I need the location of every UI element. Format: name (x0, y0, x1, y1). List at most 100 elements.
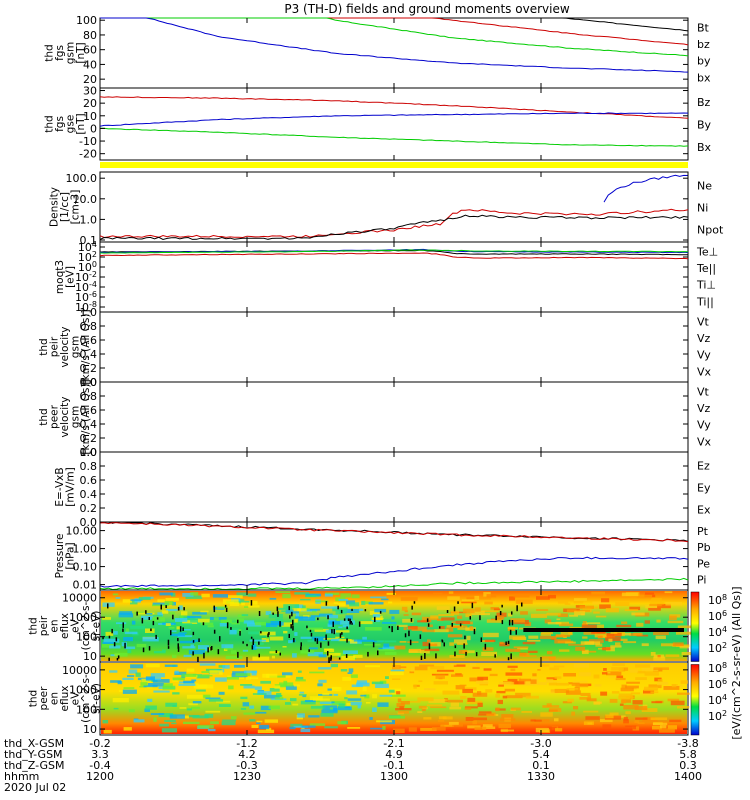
heatmap-cell (102, 602, 115, 607)
heatmap-cell (538, 664, 550, 667)
heatmap-cell (507, 679, 518, 682)
heatmap-dropout (411, 605, 413, 610)
heatmap-cell (381, 598, 389, 601)
heatmap-cell (619, 703, 624, 706)
heatmap-cell (625, 685, 639, 689)
heatmap-dropout (211, 646, 213, 650)
heatmap-cell (331, 687, 342, 691)
heatmap-cell (229, 630, 237, 635)
heatmap-cell (420, 649, 430, 654)
series-line-bx (100, 17, 689, 73)
heatmap-cell (190, 619, 202, 623)
heatmap-dropout (404, 633, 407, 638)
heatmap-cell (186, 694, 204, 699)
heatmap-cell (329, 707, 334, 712)
legend-entry: Vt (697, 315, 710, 328)
heatmap-cell (620, 699, 626, 704)
heatmap-dropout (145, 610, 147, 614)
heatmap-cell (481, 610, 499, 612)
y-axis-title: [cm-3] (70, 190, 82, 225)
heatmap-cell (228, 595, 243, 599)
heatmap-cell (269, 597, 277, 600)
heatmap-cell (226, 676, 239, 680)
heatmap-cell (370, 596, 387, 599)
heatmap-cell (141, 615, 154, 620)
heatmap-cell (522, 641, 536, 645)
heatmap-cell (234, 600, 251, 603)
heatmap-dropout (469, 616, 471, 620)
heatmap-cell (585, 716, 600, 720)
heatmap-cell (469, 677, 484, 682)
heatmap-cell (501, 714, 514, 719)
heatmap-dropout (516, 605, 518, 612)
heatmap-cell (158, 713, 174, 718)
heatmap-cell (242, 649, 249, 652)
heatmap-cell (417, 697, 434, 702)
heatmap-cell (337, 706, 352, 711)
heatmap-cell (379, 694, 393, 697)
heatmap-cell (283, 630, 288, 634)
heatmap-cell (102, 641, 114, 644)
heatmap-cell (496, 690, 506, 694)
panel-peer_en_eflux: 10000 1000 100 10 thdpeerenefluxeV(cm^2-s-sr… (28, 661, 690, 736)
heatmap-dropout (501, 620, 504, 625)
heatmap-cell (557, 600, 569, 604)
heatmap-cell (200, 622, 214, 626)
heatmap-cell (204, 647, 210, 652)
heatmap-dropout (225, 607, 228, 612)
heatmap-cell (316, 700, 320, 703)
heatmap-dropout (343, 618, 346, 621)
heatmap-cell (493, 608, 500, 611)
heatmap-cell (388, 715, 405, 719)
heatmap-cell (269, 675, 286, 678)
heatmap-cell (324, 593, 333, 597)
heatmap-cell (500, 718, 516, 721)
heatmap-cell (649, 604, 662, 607)
heatmap-cell (309, 696, 323, 701)
heatmap-cell (438, 716, 447, 720)
heatmap-cell (166, 608, 178, 612)
heatmap-cell (383, 643, 390, 648)
heatmap-cell (249, 705, 255, 709)
heatmap-cell (165, 597, 179, 601)
plot-title: P3 (TH-D) fields and ground moments over… (284, 2, 569, 16)
heatmap-cell (389, 609, 400, 614)
heatmap-dropout (351, 608, 353, 611)
heatmap-cell (419, 664, 435, 667)
heatmap-dropout (377, 650, 379, 656)
heatmap-cell (645, 592, 655, 595)
heatmap-cell (180, 611, 188, 616)
legend-entry: Bz (697, 96, 711, 109)
heatmap-cell (257, 729, 275, 734)
heatmap-cell (159, 723, 169, 727)
heatmap-dropout (279, 621, 281, 627)
legend-entry: Ni (697, 201, 708, 214)
legend-entry: Ti⊥ (696, 279, 716, 292)
heatmap-cell (244, 670, 258, 674)
heatmap-cell (112, 593, 119, 596)
heatmap-cell (196, 689, 206, 692)
heatmap-cell (665, 654, 680, 657)
y-axis-title: thd (28, 617, 40, 634)
heatmap-cell (499, 641, 504, 645)
heatmap-cell (549, 708, 562, 712)
heatmap-cell (572, 680, 588, 683)
heatmap-cell (482, 632, 499, 638)
heatmap-cell (152, 614, 163, 617)
heatmap-dropout (113, 642, 116, 647)
heatmap-cell (636, 622, 644, 627)
heatmap-cell (458, 649, 468, 654)
heatmap-dropout (167, 639, 170, 646)
legend-entry: Te|| (696, 262, 716, 275)
heatmap-dropout (192, 631, 195, 636)
heatmap-cell (474, 726, 487, 730)
heatmap-cell (609, 712, 619, 716)
heatmap-dropout (226, 622, 229, 629)
heatmap-cell (212, 594, 228, 598)
heatmap-cell (586, 698, 597, 702)
heatmap-cell (136, 643, 147, 648)
heatmap-cell (201, 593, 210, 598)
panel-frame (99, 521, 689, 591)
y-axis-title: peer (49, 404, 61, 429)
heatmap-cell (472, 692, 488, 697)
